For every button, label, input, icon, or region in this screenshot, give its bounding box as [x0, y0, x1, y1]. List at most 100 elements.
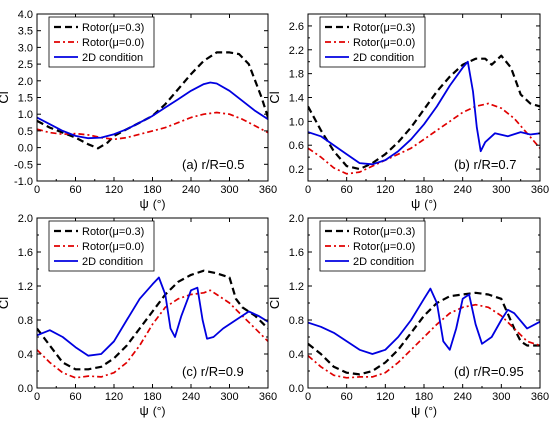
x-tick-label: 360	[259, 184, 277, 196]
x-tick-label: 120	[376, 184, 394, 196]
y-tick-label: 1.2	[18, 281, 33, 293]
y-tick-label: 0.2	[289, 164, 304, 176]
y-tick-label: 2.0	[18, 213, 33, 225]
x-tick-label: 300	[492, 184, 510, 196]
x-axis-symbol: ψ	[139, 403, 148, 418]
x-tick-label: 0	[305, 391, 311, 403]
y-tick-label: 1.2	[289, 281, 304, 293]
y-tick-label: 0.0	[18, 383, 33, 395]
y-tick-label: 0.5	[18, 126, 33, 138]
x-tick-label: 240	[453, 184, 471, 196]
y-axis-label: Cl	[0, 297, 11, 309]
y-tick-label: 1.6	[18, 247, 33, 259]
y-tick-label: 1.8	[289, 69, 304, 81]
y-tick-label: -0.5	[14, 159, 33, 171]
legend-label-2: 2D condition	[353, 256, 414, 268]
legend-label-1: Rotor(μ=0.0)	[353, 241, 415, 253]
y-tick-label: 1.5	[18, 93, 33, 105]
x-tick-label: 180	[143, 184, 161, 196]
legend-label-2: 2D condition	[353, 52, 414, 64]
y-tick-label: 0.8	[289, 315, 304, 327]
x-axis-unit: (°)	[424, 197, 437, 211]
y-tick-label: 2.6	[289, 21, 304, 33]
y-tick-label: 0.8	[18, 315, 33, 327]
panel-annotation: (b) r/R=0.7	[454, 157, 517, 172]
x-axis-label: ψ (°)	[411, 403, 437, 418]
x-tick-label: 180	[415, 391, 433, 403]
legend-label-1: Rotor(μ=0.0)	[353, 37, 415, 49]
y-tick-label: 0.0	[289, 383, 304, 395]
x-tick-label: 240	[182, 184, 200, 196]
legend-label-0: Rotor(μ=0.3)	[353, 22, 415, 34]
y-axis-label: Cl	[0, 91, 11, 103]
y-tick-label: -1.0	[14, 176, 33, 188]
y-tick-label: 0.4	[18, 349, 33, 361]
x-tick-label: 360	[531, 391, 549, 403]
x-axis-unit: (°)	[153, 404, 166, 418]
series-line-0	[308, 291, 540, 376]
y-tick-label: 3.5	[18, 26, 33, 38]
x-axis-symbol: ψ	[411, 196, 420, 211]
x-axis-symbol: ψ	[411, 403, 420, 418]
x-axis-unit: (°)	[153, 197, 166, 211]
x-tick-label: 0	[34, 391, 40, 403]
legend-box	[48, 16, 155, 68]
y-tick-label: 0.4	[289, 349, 304, 361]
x-tick-label: 300	[492, 391, 510, 403]
x-axis-label: ψ (°)	[411, 196, 437, 211]
x-tick-label: 180	[415, 184, 433, 196]
x-tick-label: 300	[220, 391, 238, 403]
legend-label-0: Rotor(μ=0.3)	[82, 22, 144, 34]
x-tick-label: 240	[453, 391, 471, 403]
x-tick-label: 0	[305, 184, 311, 196]
series-line-1	[37, 289, 268, 379]
x-tick-label: 60	[69, 391, 81, 403]
legend-box	[319, 220, 426, 272]
series-line-0	[308, 54, 540, 171]
y-tick-label: 1.4	[289, 93, 304, 105]
legend-label-1: Rotor(μ=0.0)	[82, 241, 144, 253]
chart-panel-2: 0 60 120 180 240 300 360 0.0 0.4 0.8 1.2 1.6 2.0 Cl ψ (…	[0, 213, 277, 418]
panel-annotation: (c) r/R=0.9	[182, 364, 244, 379]
x-tick-label: 120	[105, 391, 123, 403]
x-tick-label: 360	[531, 184, 549, 196]
legend-label-2: 2D condition	[82, 256, 143, 268]
y-tick-label: 2.5	[18, 59, 33, 71]
y-tick-label: 4.0	[18, 9, 33, 21]
y-tick-label: 0.0	[18, 143, 33, 155]
x-tick-label: 60	[341, 391, 353, 403]
series-line-2	[308, 60, 540, 166]
y-tick-label: 2.2	[289, 45, 304, 57]
x-tick-label: 180	[143, 391, 161, 403]
y-tick-label: 1.0	[18, 109, 33, 121]
legend-label-2: 2D condition	[82, 52, 143, 64]
x-tick-label: 120	[376, 391, 394, 403]
x-tick-label: 120	[105, 184, 123, 196]
chart-panel-3: 0 60 120 180 240 300 360 0.0 0.4 0.8 1.2 1.6 2.0 Cl ψ (…	[267, 213, 549, 418]
chart-panel-1: 0 60 120 180 240 300 360 0.2 0.6 1.0 1.4 1.8 2.2 2.6 C…	[267, 13, 549, 211]
series-line-1	[37, 111, 268, 141]
legend-box	[319, 16, 426, 68]
legend-box	[48, 220, 155, 272]
x-axis-unit: (°)	[424, 404, 437, 418]
series-line-1	[308, 303, 540, 379]
series-line-1	[308, 102, 540, 175]
series-line-2	[37, 276, 268, 357]
x-tick-label: 300	[220, 184, 238, 196]
series-line-2	[37, 81, 268, 140]
y-tick-label: 2.0	[18, 76, 33, 88]
x-tick-label: 60	[341, 184, 353, 196]
y-axis-label: Cl	[267, 91, 282, 103]
series-line-0	[37, 269, 268, 371]
panel-annotation: (a) r/R=0.5	[182, 157, 245, 172]
y-tick-label: 1.6	[289, 247, 304, 259]
legend-label-0: Rotor(μ=0.3)	[353, 226, 415, 238]
x-tick-label: 0	[34, 184, 40, 196]
panel-annotation: (d) r/R=0.95	[454, 364, 524, 379]
x-tick-label: 360	[259, 391, 277, 403]
y-tick-label: 2.0	[289, 213, 304, 225]
y-axis-label: Cl	[267, 297, 282, 309]
y-tick-label: 1.0	[289, 116, 304, 128]
x-axis-label: ψ (°)	[139, 196, 165, 211]
